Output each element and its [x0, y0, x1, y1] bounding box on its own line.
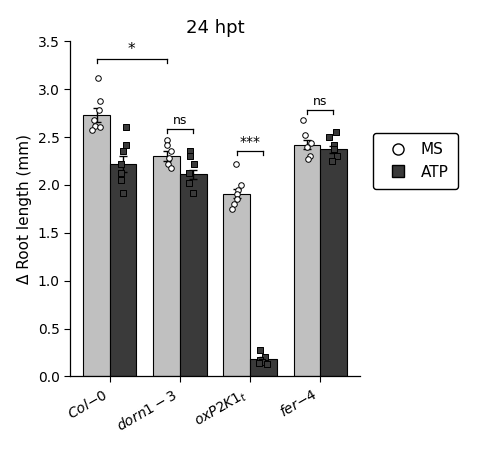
Point	[162, 136, 170, 144]
Point	[256, 346, 264, 353]
Point	[96, 124, 104, 131]
Point	[330, 145, 338, 152]
Bar	[250, 359, 276, 376]
Point	[234, 186, 242, 193]
Point	[300, 116, 308, 123]
Point	[254, 359, 262, 367]
Point	[186, 152, 194, 160]
Point	[326, 134, 334, 141]
Point	[258, 358, 266, 366]
Point	[237, 181, 245, 189]
Point	[228, 205, 236, 213]
Point	[117, 160, 125, 168]
Point	[117, 170, 125, 177]
Point	[332, 129, 340, 136]
Point	[303, 143, 311, 150]
Point	[232, 196, 240, 203]
Bar	[294, 145, 320, 376]
Point	[163, 141, 171, 148]
Point	[185, 170, 193, 177]
Point	[262, 360, 270, 368]
Bar	[83, 115, 110, 376]
Y-axis label: Δ Root length (mm): Δ Root length (mm)	[17, 134, 32, 284]
Point	[95, 106, 103, 114]
Point	[90, 122, 98, 129]
Text: ns: ns	[313, 95, 328, 108]
Bar	[110, 164, 136, 376]
Point	[190, 189, 198, 196]
Bar	[224, 194, 250, 376]
Bar	[320, 150, 347, 376]
Text: ***: ***	[240, 135, 260, 150]
Point	[232, 160, 240, 168]
Point	[262, 353, 270, 361]
Point	[186, 148, 194, 155]
Point	[168, 148, 175, 155]
Point	[333, 152, 341, 160]
Point	[122, 141, 130, 148]
Point	[230, 201, 238, 208]
Point	[118, 189, 126, 196]
Title: 24 hpt: 24 hpt	[186, 19, 244, 37]
Point	[88, 127, 96, 134]
Point	[328, 157, 336, 165]
Point	[94, 74, 102, 81]
Point	[184, 179, 192, 187]
Text: ns: ns	[173, 114, 187, 128]
Point	[190, 160, 198, 168]
Point	[90, 116, 98, 123]
Legend: MS, ATP: MS, ATP	[374, 133, 458, 189]
Point	[330, 141, 338, 148]
Point	[122, 124, 130, 131]
Text: *: *	[128, 42, 136, 56]
Point	[300, 131, 308, 139]
Point	[304, 156, 312, 163]
Bar	[154, 156, 180, 376]
Point	[164, 160, 172, 168]
Point	[233, 191, 241, 198]
Point	[306, 152, 314, 160]
Point	[306, 139, 314, 146]
Point	[168, 164, 175, 171]
Point	[119, 148, 127, 155]
Bar	[180, 174, 206, 376]
Point	[256, 357, 264, 364]
Point	[116, 176, 124, 184]
Point	[166, 154, 173, 162]
Point	[96, 97, 104, 104]
